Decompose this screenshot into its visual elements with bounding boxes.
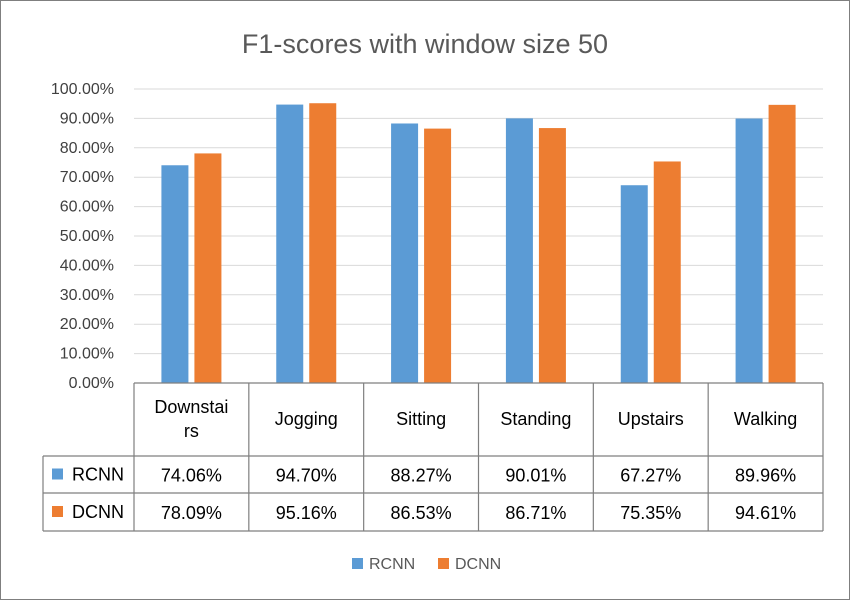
series-key-dcnn xyxy=(52,506,63,517)
legend-label: RCNN xyxy=(369,556,415,573)
series-label: DCNN xyxy=(72,502,124,522)
y-tick-label: 0.00% xyxy=(69,375,114,392)
table-value: 95.16% xyxy=(276,503,337,523)
gridlines xyxy=(134,88,823,384)
table-value: 94.61% xyxy=(735,503,796,523)
y-tick-label: 50.00% xyxy=(60,228,114,245)
table-value: 88.27% xyxy=(391,466,452,486)
category-label: rs xyxy=(184,421,199,441)
bar-dcnn xyxy=(424,128,452,383)
series-key-rcnn xyxy=(52,468,63,480)
bar-dcnn xyxy=(309,103,337,383)
table-value: 89.96% xyxy=(735,466,796,486)
y-axis-ticks: 0.00% 10.00% 20.00% 30.00% 40.00% 50.00% 60.00… xyxy=(51,81,114,392)
table-value: 86.53% xyxy=(391,503,452,523)
bar-dcnn xyxy=(194,153,222,383)
data-table: Downstai rs Jogging Sitting Standing Upstairs… xyxy=(42,382,824,532)
legend: RCNN DCNN xyxy=(352,556,501,573)
bar-rcnn xyxy=(161,165,189,383)
series-label: RCNN xyxy=(72,465,124,485)
y-tick-label: 10.00% xyxy=(60,346,114,363)
bar-rcnn xyxy=(620,185,648,383)
category-label: Standing xyxy=(500,409,571,429)
y-tick-label: 90.00% xyxy=(60,110,114,127)
y-tick-label: 100.00% xyxy=(51,81,114,98)
category-label: Jogging xyxy=(275,409,338,429)
bar-rcnn xyxy=(276,104,304,383)
bar-dcnn xyxy=(768,104,796,383)
legend-swatch-rcnn xyxy=(352,558,363,569)
bar-dcnn xyxy=(653,161,681,383)
y-tick-label: 20.00% xyxy=(60,316,114,333)
y-tick-label: 80.00% xyxy=(60,140,114,157)
bar-rcnn xyxy=(391,123,419,383)
table-value: 78.09% xyxy=(161,503,222,523)
bar-dcnn xyxy=(538,128,566,383)
category-label: Sitting xyxy=(396,409,446,429)
category-label: Downstai xyxy=(154,397,228,417)
table-value: 86.71% xyxy=(505,503,566,523)
table-value: 94.70% xyxy=(276,466,337,486)
category-label: Walking xyxy=(734,409,797,429)
table-value: 75.35% xyxy=(620,503,681,523)
y-tick-label: 60.00% xyxy=(60,199,114,216)
legend-swatch-dcnn xyxy=(438,558,449,569)
bar-rcnn xyxy=(505,118,533,383)
bar-rcnn xyxy=(735,118,763,383)
chart-title: F1-scores with window size 50 xyxy=(242,29,608,59)
table-value: 74.06% xyxy=(161,466,222,486)
y-tick-label: 40.00% xyxy=(60,257,114,274)
legend-label: DCNN xyxy=(455,556,501,573)
y-tick-label: 70.00% xyxy=(60,169,114,186)
category-label: Upstairs xyxy=(618,409,684,429)
table-value: 90.01% xyxy=(505,466,566,486)
table-value: 67.27% xyxy=(620,466,681,486)
y-tick-label: 30.00% xyxy=(60,287,114,304)
bars xyxy=(161,103,796,383)
